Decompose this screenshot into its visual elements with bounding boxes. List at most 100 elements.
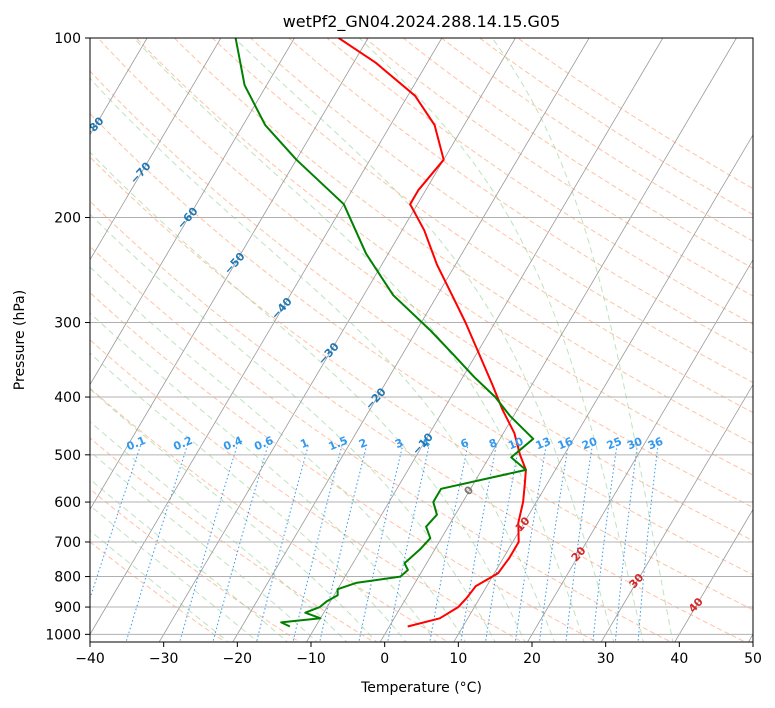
- mixing-ratio-label: 8: [487, 436, 499, 451]
- mixing-ratio-label: 13: [534, 435, 553, 453]
- x-tick-label: 50: [744, 651, 762, 667]
- plot-frame: [89, 37, 754, 643]
- isotherm-label: −80: [81, 114, 107, 141]
- gridlines: [90, 38, 753, 642]
- mixing-ratio-line: [592, 444, 618, 642]
- isotherm-label: −20: [363, 385, 389, 412]
- mixing-ratio-label: 16: [556, 435, 575, 453]
- moist-adiabat-line: [90, 530, 230, 642]
- dry-adiabat-line: [211, 38, 753, 414]
- moist-adiabat-line: [233, 38, 615, 642]
- isotherm-line: [379, 38, 737, 642]
- mixing-ratio-label: 3: [393, 436, 405, 451]
- dewpoint-profile-line: [234, 38, 535, 628]
- dry-adiabat-line: [90, 291, 598, 642]
- y-tick-label: 700: [54, 535, 81, 551]
- moist-adiabat-line: [90, 213, 496, 642]
- y-tick-label: 100: [54, 31, 81, 47]
- x-tick-label: 10: [449, 651, 467, 667]
- isotherm-label: −50: [222, 250, 248, 277]
- isotherm-label: 20: [569, 544, 589, 564]
- mixing-ratio-line: [538, 444, 569, 642]
- dry-adiabat-line: [90, 200, 747, 642]
- moist-adiabat-line: [491, 38, 674, 642]
- moist-adiabat-line: [90, 352, 407, 642]
- mixing-ratio-line: [292, 444, 343, 642]
- mixing-ratio-line: [514, 444, 547, 642]
- mixing-ratio-line: [179, 444, 238, 642]
- mixing-ratio-label: 2: [357, 436, 369, 451]
- x-tick-label: 30: [597, 651, 615, 667]
- y-axis-title: Pressure (hPa): [12, 290, 28, 390]
- mixing-ratio-line: [565, 444, 593, 642]
- isotherm-line: [232, 38, 590, 642]
- isotherm-line: [90, 38, 443, 636]
- dry-adiabat-line: [90, 245, 673, 642]
- y-tick-label: 600: [54, 495, 81, 511]
- mixing-ratio-label: 0.2: [172, 434, 195, 453]
- isotherm-label: −10: [410, 430, 436, 457]
- isotherm-label: −90: [33, 69, 59, 96]
- x-tick-label: −20: [223, 651, 253, 667]
- dry-adiabat-line: [90, 156, 753, 611]
- moist-adiabat-line: [90, 478, 289, 642]
- dry-adiabat-line: [173, 38, 753, 445]
- dry-adiabat-line: [440, 38, 753, 242]
- mixing-ratio-label: 10: [506, 435, 525, 453]
- axis-ticks: −40 −30 −20 −10 0 10 20 30 40 5010020030040050060…: [45, 31, 762, 667]
- mixing-ratio-line: [212, 444, 269, 642]
- isotherm-line: [90, 38, 369, 511]
- moist-adiabat-line: [90, 450, 318, 642]
- isotherm-label: 10: [513, 514, 533, 534]
- isotherm-label: 30: [627, 571, 647, 591]
- dry-adiabat-line: [288, 38, 753, 354]
- dry-adiabat-line: [90, 339, 524, 642]
- moist-adiabat-line: [90, 77, 556, 642]
- dry-adiabat-line: [326, 38, 753, 325]
- moist-adiabat-line: [90, 151, 526, 642]
- mixing-ratio-label: 36: [646, 435, 665, 453]
- y-tick-label: 500: [54, 448, 81, 464]
- isotherm-line: [306, 38, 664, 642]
- moist-adiabat-line: [90, 312, 437, 642]
- temperature-profile-line: [338, 38, 527, 628]
- chart-title: wetPf2_GN04.2024.288.14.15.G05: [283, 12, 561, 32]
- x-tick-label: 40: [670, 651, 688, 667]
- x-tick-label: 20: [523, 651, 541, 667]
- x-tick-label: −10: [296, 651, 326, 667]
- reference-labels: 0.1 0.2 0.4 0.6 1 1.5 2 3 4 6 8 10 13 16 20 25 30 36−100−…: [33, 69, 706, 615]
- y-tick-label: 1000: [45, 627, 81, 643]
- x-tick-label: 0: [380, 651, 389, 667]
- y-tick-label: 800: [54, 570, 81, 586]
- y-tick-label: 200: [54, 211, 81, 227]
- isotherm-line: [674, 508, 753, 642]
- isotherm-label: −40: [269, 295, 295, 322]
- dry-adiabat-line: [90, 387, 450, 642]
- mixing-ratio-line: [125, 444, 189, 642]
- mixing-ratio-line: [256, 444, 310, 642]
- mixing-ratio-line: [387, 444, 430, 642]
- isotherm-label: 40: [686, 595, 706, 615]
- y-tick-label: 300: [54, 316, 81, 332]
- mixing-ratio-line: [460, 444, 497, 642]
- mixing-ratio-line: [429, 444, 469, 642]
- isotherm-line: [90, 38, 148, 136]
- mixing-ratio-line: [614, 444, 638, 642]
- isotherm-line: [90, 38, 222, 261]
- mixing-ratio-label: 6: [459, 436, 471, 451]
- mixing-ratio-label: 30: [625, 435, 644, 453]
- mixing-ratio-line: [90, 444, 142, 600]
- mixing-ratio-label: 20: [580, 435, 599, 453]
- dry-adiabat-line: [135, 38, 753, 476]
- isotherm-line: [453, 134, 753, 642]
- x-tick-label: −30: [149, 651, 179, 667]
- isotherm-line: [748, 633, 753, 642]
- x-axis-title: Temperature (°C): [360, 680, 482, 696]
- isotherm-line: [600, 383, 753, 642]
- profile-lines: [234, 38, 535, 628]
- dry-adiabat-line: [97, 38, 753, 509]
- x-tick-label: −40: [75, 651, 105, 667]
- isotherm-label: 0: [461, 483, 476, 498]
- plot-area: 0.1 0.2 0.4 0.6 1 1.5 2 3 4 6 8 10 13 16 20 25 30 36−100−…: [33, 38, 753, 642]
